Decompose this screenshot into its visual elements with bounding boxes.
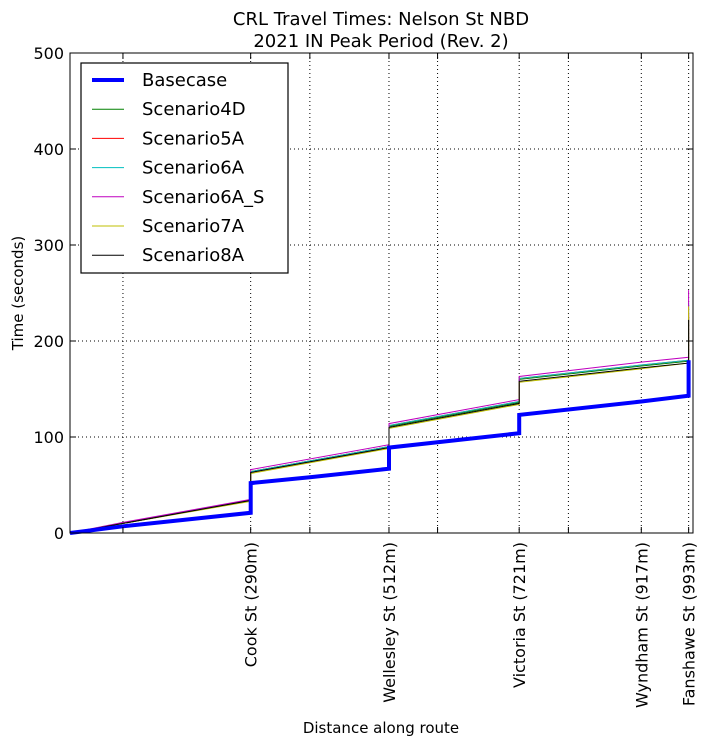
legend-label: Scenario5A <box>142 128 245 149</box>
series-line-scenario8a <box>69 319 690 534</box>
x-tick-label: Victoria St (721m) <box>510 542 529 688</box>
x-tick-label: Wellesley St (512m) <box>380 542 399 703</box>
legend-label: Scenario4D <box>142 99 246 120</box>
chart-subtitle: 2021 IN Peak Period (Rev. 2) <box>253 31 508 52</box>
legend-label: Scenario8A <box>142 245 245 266</box>
legend-label: Scenario7A <box>142 216 245 237</box>
plot-frame <box>69 52 694 534</box>
x-tick-labels: Cook St (290m) Wellesley St (512m) Victori… <box>242 542 699 708</box>
legend-label: Scenario6A_S <box>142 187 264 208</box>
y-tick-label: 0 <box>54 524 64 543</box>
series-line-scenario7a <box>69 306 690 534</box>
y-tick-label: 200 <box>33 332 64 351</box>
series-line-scenario6a <box>69 302 690 534</box>
y-tick-label: 400 <box>33 140 64 159</box>
series-line-scenario6a-s <box>69 290 690 534</box>
series-line-scenario4d <box>69 317 690 534</box>
y-tick-label: 100 <box>33 428 64 447</box>
series-line-scenario5a <box>69 314 690 534</box>
x-axis-label: Distance along route <box>303 719 459 737</box>
y-tick-labels: 0 100 200 300 400 500 <box>33 44 64 543</box>
legend-label: Basecase <box>142 70 227 91</box>
y-tick-label: 300 <box>33 236 64 255</box>
legend: Basecase Scenario4D Scenario5A Scenario6A Sc… <box>80 62 289 274</box>
legend-label: Scenario6A <box>142 158 245 179</box>
series-lines <box>69 290 691 535</box>
series-line-basecase <box>69 360 691 535</box>
x-tick-label: Cook St (290m) <box>242 542 261 667</box>
y-axis-label: Time (seconds) <box>9 236 27 352</box>
x-tick-label: Wyndham St (917m) <box>632 542 651 708</box>
x-tick-label: Fanshawe St (993m) <box>680 542 699 706</box>
chart-title: CRL Travel Times: Nelson St NBD <box>233 9 529 30</box>
y-tick-label: 500 <box>33 44 64 63</box>
